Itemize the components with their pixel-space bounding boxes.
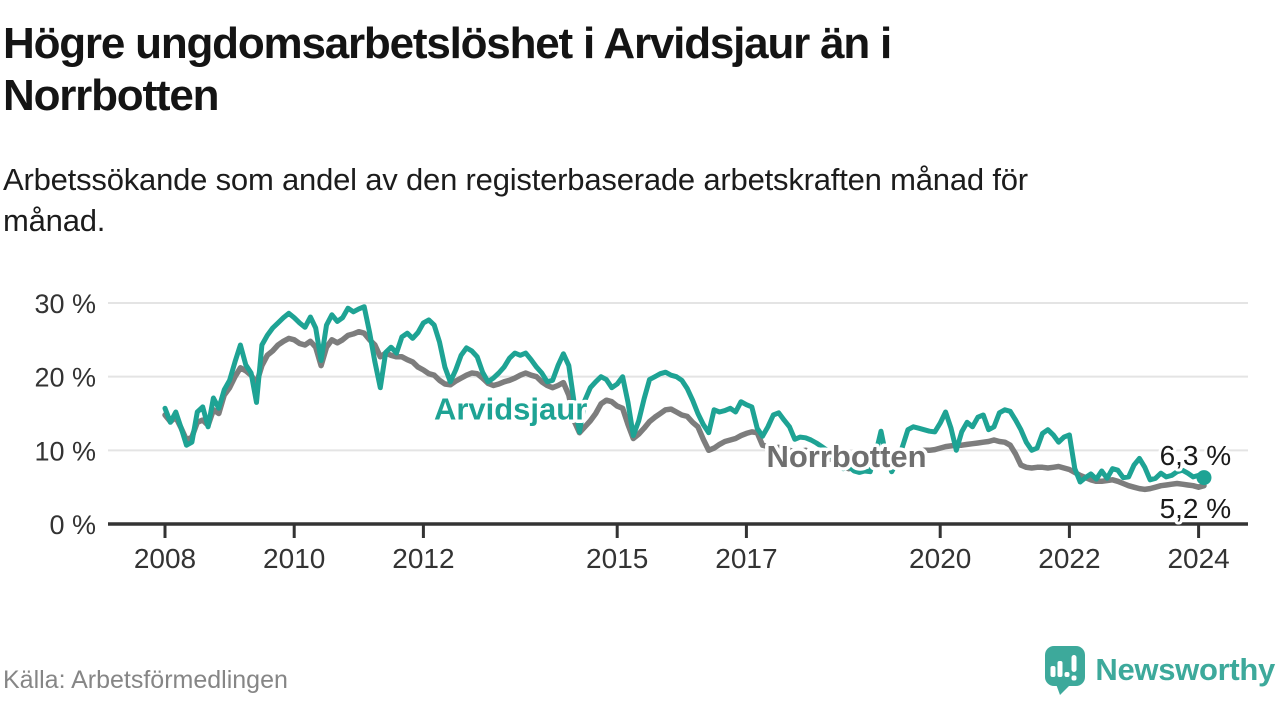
value-label-arvidsjaur: 6,3 % bbox=[1160, 440, 1232, 471]
x-axis-label: 2012 bbox=[392, 543, 454, 574]
series-line-arvidsjaur bbox=[162, 304, 1207, 485]
series-end-dot-arvidsjaur bbox=[1196, 470, 1212, 486]
value-label-norrbotten: 5,2 % bbox=[1160, 493, 1232, 524]
y-axis-label: 30 % bbox=[34, 289, 96, 319]
x-axis-label: 2008 bbox=[134, 543, 196, 574]
newsworthy-bubble-barchart-icon bbox=[1045, 646, 1086, 695]
page-subtitle: Arbetssökande som andel av den registerb… bbox=[3, 159, 1273, 241]
x-axis-label: 2017 bbox=[715, 543, 777, 574]
newsworthy-logo: Newsworthy bbox=[1044, 645, 1275, 695]
line-chart: 0 % 10 % 20 % 30 % 2008 2010 2012 2015 2017 2020 2… bbox=[34, 289, 1248, 574]
page-title-line-2: Norrbotten bbox=[3, 71, 220, 121]
source-note: Källa: Arbetsförmedlingen bbox=[3, 666, 288, 694]
page-subtitle-line-1: Arbetssökande som andel av den registerb… bbox=[3, 161, 1028, 197]
series-label-norrbotten: Norrbotten bbox=[766, 439, 926, 474]
chart-header: Högre ungdomsarbetslöshet i Arvidsjaur ä… bbox=[3, 18, 1273, 241]
newsworthy-wordmark: Newsworthy bbox=[1095, 652, 1275, 687]
y-axis-label: 0 % bbox=[49, 510, 96, 540]
series-line-norrbotten bbox=[162, 328, 1207, 493]
x-axis-label: 2010 bbox=[263, 543, 325, 574]
x-axis-label: 2015 bbox=[586, 543, 648, 574]
x-axis-label: 2024 bbox=[1167, 543, 1229, 574]
page-title-line-1: Högre ungdomsarbetslöshet i Arvidsjaur ä… bbox=[3, 19, 892, 68]
series-label-arvidsjaur: Arvidsjaur bbox=[434, 391, 587, 426]
y-axis-label: 20 % bbox=[34, 363, 96, 393]
x-axis-label: 2020 bbox=[909, 543, 971, 574]
x-axis-label: 2022 bbox=[1038, 543, 1100, 574]
y-axis-label: 10 % bbox=[34, 436, 96, 466]
page-title: Högre ungdomsarbetslöshet i Arvidsjaur ä… bbox=[3, 18, 1273, 123]
page-subtitle-line-2: månad. bbox=[3, 202, 106, 238]
